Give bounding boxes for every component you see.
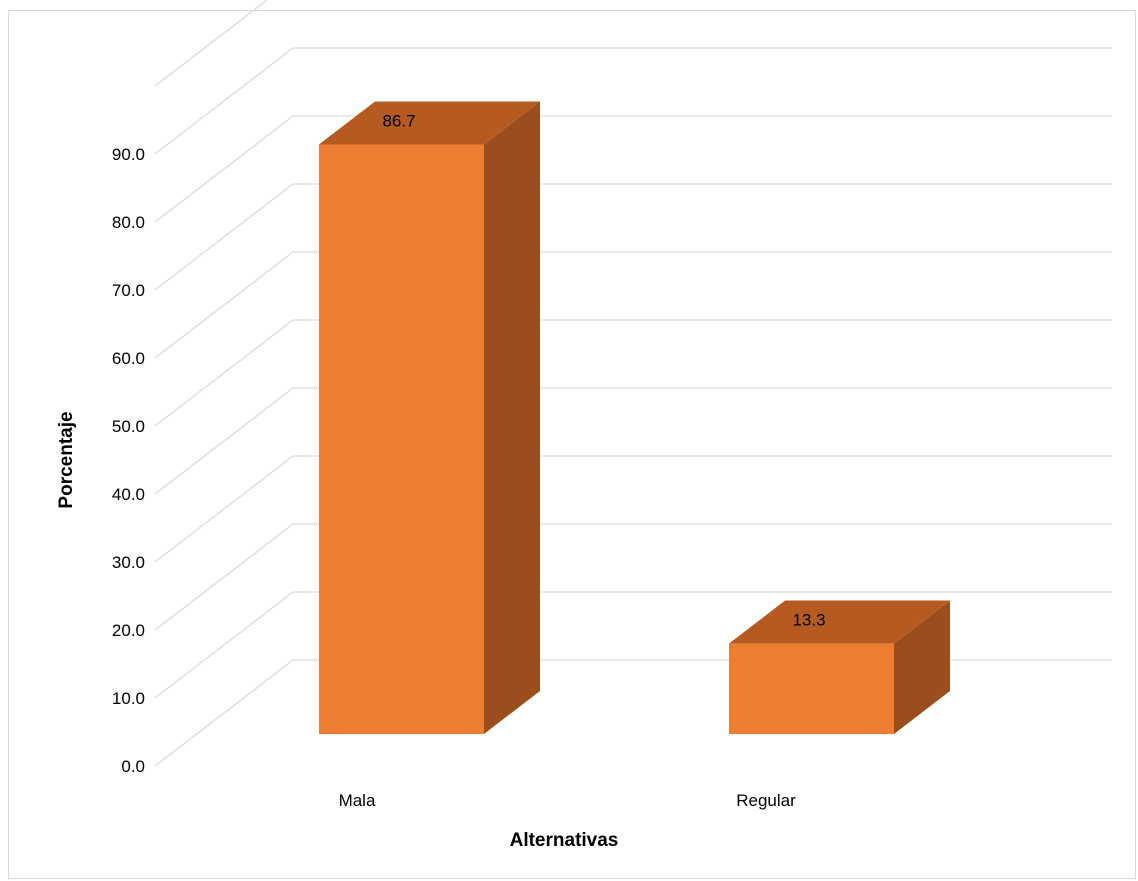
- category-label: Regular: [736, 791, 796, 810]
- x-axis-title: Alternativas: [510, 830, 619, 851]
- gridline: [154, 455, 1112, 563]
- y-tick-label: 10.0: [112, 689, 145, 708]
- gridline: [154, 115, 1112, 223]
- bar-side: [484, 101, 540, 734]
- y-tick-label: 20.0: [112, 621, 145, 640]
- y-tick-label: 80.0: [112, 213, 145, 232]
- data-label: 86.7: [382, 111, 415, 130]
- y-tick-label: 50.0: [112, 417, 145, 436]
- gridline: [154, 319, 1112, 427]
- bar-front: [729, 643, 894, 734]
- y-axis-title: Porcentaje: [56, 411, 77, 508]
- data-labels: 86.7 13.3: [382, 111, 825, 629]
- bar-top: [729, 600, 950, 644]
- gridline: [154, 387, 1112, 495]
- data-label: 13.3: [792, 611, 825, 630]
- y-tick-label: 70.0: [112, 281, 145, 300]
- bar-top: [319, 101, 540, 145]
- y-axis-ticks: 0.0 10.0 20.0 30.0 40.0 50.0 60.0 70.0 80.0 90.0: [112, 145, 145, 776]
- gridline: [154, 523, 1112, 631]
- gridline: [154, 47, 1112, 155]
- bar-mala: [319, 101, 540, 734]
- y-tick-label: 30.0: [112, 553, 145, 572]
- x-axis-categories: Mala Regular: [339, 791, 797, 810]
- y-tick-label: 0.0: [121, 757, 145, 776]
- gridline: [154, 183, 1112, 291]
- bar-front: [319, 144, 484, 734]
- bar-side: [894, 600, 950, 734]
- bars: [319, 101, 950, 734]
- gridlines: [154, 0, 1112, 767]
- gridline: [154, 251, 1112, 359]
- gridline: [154, 0, 268, 87]
- gridline: [154, 591, 1112, 699]
- y-tick-label: 60.0: [112, 349, 145, 368]
- category-label: Mala: [339, 791, 376, 810]
- y-tick-label: 40.0: [112, 485, 145, 504]
- gridline: [154, 659, 1112, 767]
- y-tick-label: 90.0: [112, 145, 145, 164]
- bar-regular: [729, 600, 950, 734]
